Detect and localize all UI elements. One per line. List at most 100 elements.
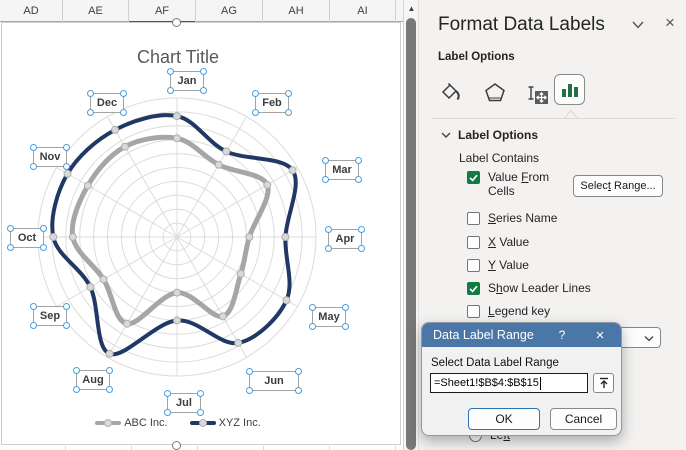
selection-handle-icon[interactable] [322, 176, 329, 183]
selection-handle-icon[interactable] [246, 387, 253, 394]
checkbox-series-name[interactable]: Series Name [467, 211, 557, 225]
selection-handle-icon[interactable] [358, 226, 365, 233]
column-header-AF[interactable]: AF [129, 0, 196, 23]
checkbox-value-from-cells[interactable]: Value From Cells [467, 170, 567, 198]
selection-handle-icon[interactable] [40, 225, 47, 232]
selection-handle-icon[interactable] [285, 90, 292, 97]
selection-handle-icon[interactable] [63, 303, 70, 310]
checkbox-y-value[interactable]: Y Value [467, 258, 529, 272]
selection-handle-icon[interactable] [252, 109, 259, 116]
selection-handle-icon[interactable] [167, 68, 174, 75]
selection-handle-icon[interactable] [200, 87, 207, 94]
legend-item-xyz[interactable]: XYZ Inc. [189, 417, 261, 429]
scrollbar-thumb[interactable] [406, 18, 416, 450]
selection-handle-icon[interactable] [325, 245, 332, 252]
selection-handle-icon[interactable] [309, 323, 316, 330]
chart-title[interactable]: Chart Title [136, 47, 220, 67]
selection-handle-icon[interactable] [322, 157, 329, 164]
selection-handle-icon[interactable] [63, 144, 70, 151]
selection-handle-icon[interactable] [167, 87, 174, 94]
selection-handle-icon[interactable] [197, 390, 204, 397]
selection-handle-icon[interactable] [295, 387, 302, 394]
checkbox-x-value[interactable]: X Value [467, 235, 529, 249]
selection-handle-icon[interactable] [73, 367, 80, 374]
column-header-AD[interactable]: AD [0, 0, 63, 22]
selection-handle-icon[interactable] [106, 386, 113, 393]
chart-resize-handle-bottom[interactable] [172, 441, 181, 450]
range-input[interactable]: =Sheet1!$B$4:$B$15 [430, 373, 588, 393]
section-label-options[interactable]: Label Options [441, 128, 538, 142]
select-range-button[interactable]: Select Range... [573, 175, 663, 197]
selection-handle-icon[interactable] [325, 226, 332, 233]
checkbox-icon[interactable] [467, 236, 480, 249]
ok-button[interactable]: OK [468, 408, 540, 430]
data-label-apr[interactable]: Apr [325, 226, 365, 252]
selection-handle-icon[interactable] [285, 109, 292, 116]
selection-handle-icon[interactable] [63, 322, 70, 329]
selection-handle-icon[interactable] [87, 90, 94, 97]
checkbox-checked-icon[interactable] [467, 282, 480, 295]
collapse-range-icon[interactable] [593, 373, 614, 393]
selection-handle-icon[interactable] [295, 368, 302, 375]
selection-handle-icon[interactable] [197, 409, 204, 416]
column-header-AI[interactable]: AI [330, 0, 396, 22]
selection-handle-icon[interactable] [120, 109, 127, 116]
selection-handle-icon[interactable] [73, 386, 80, 393]
legend-item-abc[interactable]: ABC Inc. [95, 417, 168, 429]
pane-close-icon[interactable]: × [665, 13, 675, 32]
selection-handle-icon[interactable] [30, 322, 37, 329]
selection-handle-icon[interactable] [355, 176, 362, 183]
selection-handle-icon[interactable] [120, 90, 127, 97]
checkbox-show-leader-lines[interactable]: Show Leader Lines [467, 281, 591, 295]
checkbox-icon[interactable] [467, 212, 480, 225]
selection-handle-icon[interactable] [246, 368, 253, 375]
data-label-oct[interactable]: Oct [7, 225, 47, 251]
data-label-may[interactable]: May [309, 304, 349, 330]
selection-handle-icon[interactable] [63, 163, 70, 170]
chart-object[interactable]: Chart Title Jan Feb Mar Apr May Jun Jul Aug Sep O… [1, 22, 401, 445]
selection-handle-icon[interactable] [106, 367, 113, 374]
data-label-feb[interactable]: Feb [252, 90, 292, 116]
help-icon[interactable]: ? [558, 328, 566, 342]
checkbox-icon[interactable] [467, 305, 480, 318]
selection-handle-icon[interactable] [355, 157, 362, 164]
fill-line-icon[interactable] [437, 79, 465, 107]
selection-handle-icon[interactable] [309, 304, 316, 311]
column-header-AG[interactable]: AG [196, 0, 263, 22]
selection-handle-icon[interactable] [164, 409, 171, 416]
data-label-aug[interactable]: Aug [73, 367, 113, 393]
checkbox-checked-icon[interactable] [467, 171, 480, 184]
selection-handle-icon[interactable] [40, 244, 47, 251]
column-header-AH[interactable]: AH [263, 0, 330, 22]
selection-handle-icon[interactable] [252, 90, 259, 97]
selection-handle-icon[interactable] [358, 245, 365, 252]
close-icon[interactable]: × [595, 326, 605, 344]
chart-resize-handle-top[interactable] [172, 18, 181, 27]
pane-chevron-down-icon[interactable] [631, 20, 647, 34]
selection-handle-icon[interactable] [7, 225, 14, 232]
selection-handle-icon[interactable] [164, 390, 171, 397]
checkbox-icon[interactable] [467, 259, 480, 272]
selection-handle-icon[interactable] [342, 304, 349, 311]
size-properties-icon[interactable] [525, 81, 553, 109]
data-label-jan[interactable]: Jan [167, 68, 207, 94]
selection-handle-icon[interactable] [30, 303, 37, 310]
selection-handle-icon[interactable] [342, 323, 349, 330]
selection-handle-icon[interactable] [87, 109, 94, 116]
data-label-jun[interactable]: Jun [246, 368, 302, 394]
selection-handle-icon[interactable] [30, 163, 37, 170]
effects-icon[interactable] [481, 79, 509, 107]
dialog-titlebar[interactable]: Data Label Range ? × [422, 323, 621, 347]
data-label-jul[interactable]: Jul [164, 390, 204, 416]
selection-handle-icon[interactable] [30, 144, 37, 151]
selection-handle-icon[interactable] [7, 244, 14, 251]
column-header-AE[interactable]: AE [63, 0, 129, 22]
scroll-up-icon[interactable]: ▲ [407, 3, 416, 13]
data-label-sep[interactable]: Sep [30, 303, 70, 329]
data-label-dec[interactable]: Dec [87, 90, 127, 116]
label-options-icon[interactable] [554, 74, 585, 105]
checkbox-legend-key[interactable]: Legend key [467, 304, 550, 318]
cancel-button[interactable]: Cancel [550, 408, 617, 430]
vertical-scrollbar[interactable]: ▲ [403, 0, 418, 450]
data-label-nov[interactable]: Nov [30, 144, 70, 170]
